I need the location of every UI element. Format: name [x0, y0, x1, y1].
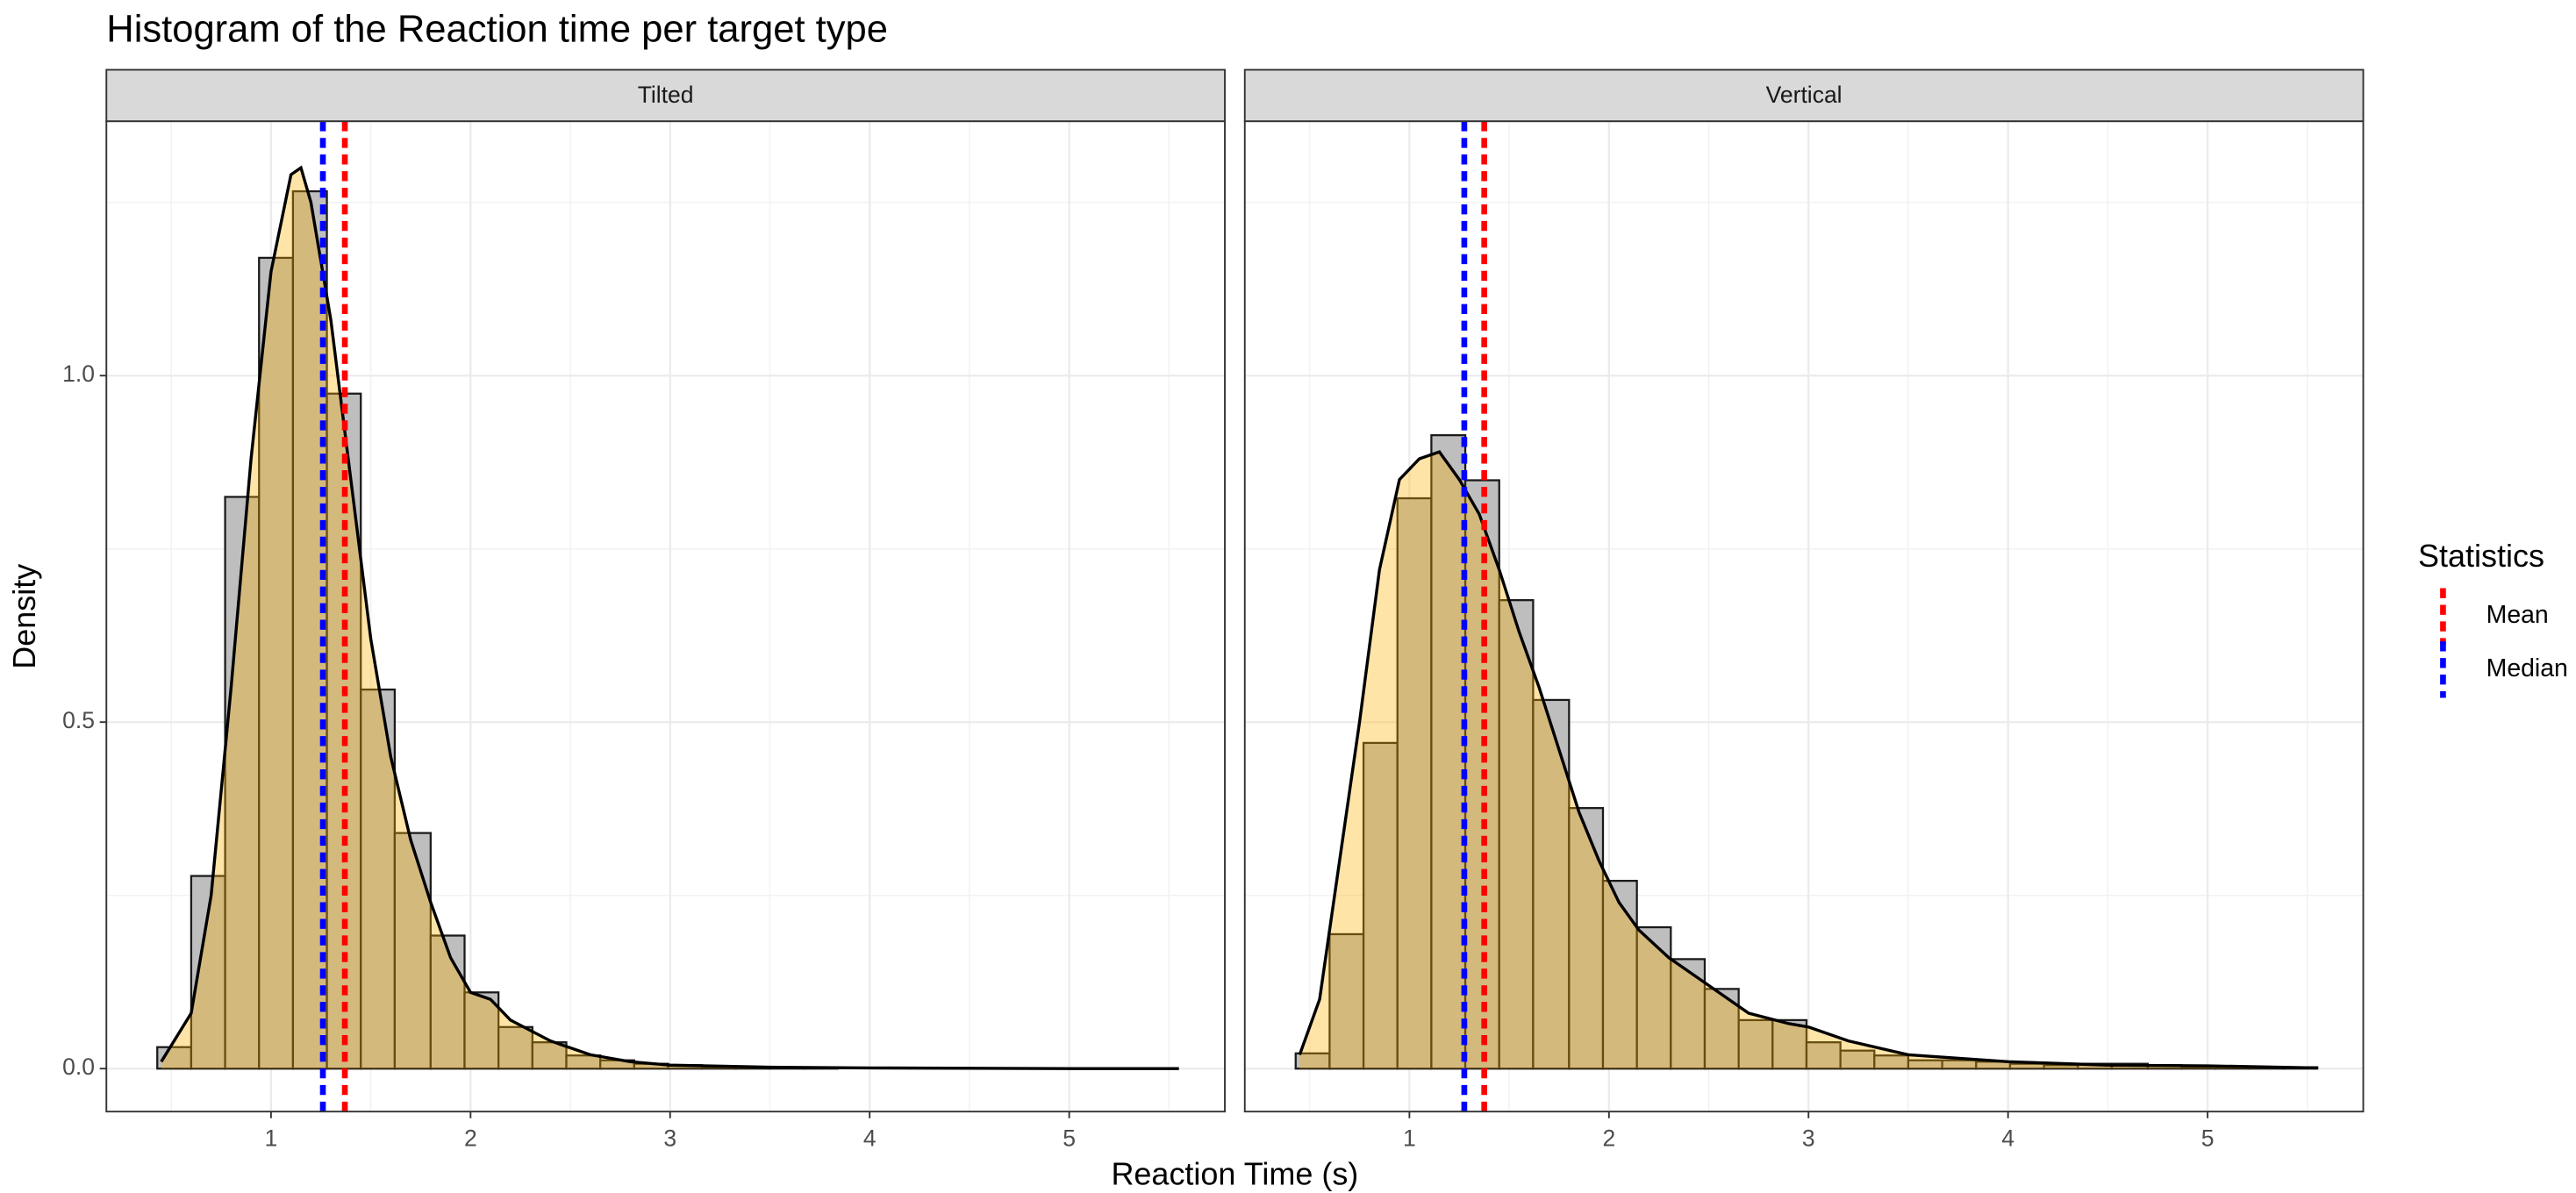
panel-border: [105, 120, 1226, 1113]
bar: [1635, 925, 1672, 1070]
bar: [531, 1041, 568, 1070]
bar: [429, 934, 466, 1070]
legend-label: Median: [2487, 654, 2568, 682]
density-area: [161, 168, 1179, 1069]
strip: [105, 68, 1226, 123]
bar: [1670, 958, 1707, 1070]
y-tick-label: 0.5: [62, 707, 95, 733]
bar: [1737, 1018, 1774, 1070]
density-area: [1299, 452, 2318, 1069]
x-tick-label: 2: [1602, 1125, 1615, 1151]
x-tick-label: 5: [2201, 1125, 2215, 1151]
x-tick-label: 4: [2001, 1125, 2014, 1151]
x-tick-label: 4: [863, 1125, 877, 1151]
x-tick-label: 3: [663, 1125, 676, 1151]
legend-label: Mean: [2487, 601, 2549, 629]
y-tick-label: 1.0: [62, 361, 95, 387]
bar: [1805, 1041, 1842, 1070]
bar: [1328, 932, 1365, 1070]
bar: [1771, 1018, 1808, 1070]
x-tick-label: 1: [265, 1125, 278, 1151]
bar: [1396, 496, 1433, 1070]
legend-title: Statistics: [2418, 538, 2544, 574]
y-axis-title: Density: [6, 564, 42, 669]
bar: [1362, 741, 1399, 1070]
bar: [463, 991, 500, 1070]
strip: [1243, 68, 2365, 123]
x-tick-label: 2: [464, 1125, 477, 1151]
density-line: [160, 165, 1179, 1070]
x-tick-label: 3: [1802, 1125, 1815, 1151]
bar: [1430, 434, 1467, 1070]
x-axis-title: Reaction Time (s): [1111, 1156, 1358, 1192]
chart-title: Histogram of the Reaction time per targe…: [106, 8, 888, 50]
x-tick-label: 5: [1063, 1125, 1076, 1151]
y-tick-label: 0.0: [62, 1054, 95, 1080]
strip-label: Tilted: [638, 82, 694, 108]
density-line: [1298, 450, 2318, 1070]
x-tick-label: 1: [1403, 1125, 1416, 1151]
strip-label: Vertical: [1766, 82, 1843, 108]
panel-border: [1243, 120, 2365, 1113]
bar: [1601, 879, 1638, 1070]
